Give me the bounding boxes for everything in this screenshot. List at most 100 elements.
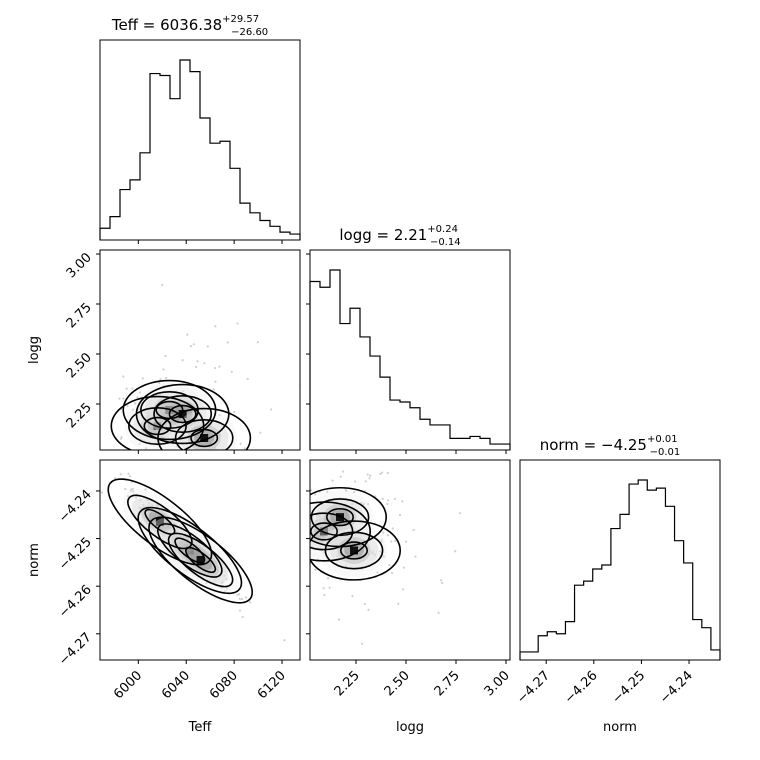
sample-point — [280, 484, 282, 486]
sample-point — [236, 322, 239, 325]
sample-point — [206, 345, 209, 348]
sample-point — [361, 642, 364, 645]
sample-point — [204, 451, 206, 453]
title-norm: norm = −4.25+0.01 −0.01 — [540, 434, 681, 458]
sample-point — [208, 553, 212, 557]
sample-point — [286, 538, 288, 540]
title-base: Teff = 6036.38 — [111, 16, 222, 34]
hist-panel-norm — [519, 459, 721, 661]
sample-point — [281, 528, 283, 530]
sample-point — [459, 512, 462, 515]
panel-frame — [519, 459, 721, 661]
sample-point — [397, 602, 400, 605]
sample-point — [126, 494, 130, 498]
sample-point — [171, 462, 173, 464]
sample-point — [412, 528, 415, 532]
xtick-label-logg: 2.75 — [432, 668, 463, 699]
sample-point — [141, 453, 143, 455]
sample-point — [200, 453, 202, 455]
sample-point — [302, 579, 304, 581]
ytick-label-logg: 3.00 — [64, 250, 95, 281]
sample-point — [213, 578, 216, 582]
sample-point — [214, 380, 217, 383]
xlabel-Teff: Teff — [188, 720, 213, 735]
sample-point — [213, 366, 217, 370]
sample-point — [386, 471, 389, 475]
sample-point — [170, 481, 172, 483]
contour-line — [168, 404, 197, 424]
density-peak — [185, 546, 194, 555]
sample-point — [241, 615, 244, 619]
sample-point — [183, 543, 186, 547]
sample-point — [176, 540, 179, 543]
sample-point — [260, 537, 262, 539]
sample-point — [171, 528, 174, 531]
sample-point — [125, 387, 128, 390]
sample-point — [386, 534, 390, 537]
sample-point — [398, 513, 402, 517]
sample-point — [243, 559, 245, 561]
sample-point — [297, 605, 299, 607]
sample-point — [122, 375, 125, 378]
sample-point — [345, 539, 348, 542]
xtick-label-Teff: 6080 — [207, 668, 241, 702]
sample-point — [119, 473, 122, 476]
sample-point — [286, 502, 288, 504]
sample-point — [181, 359, 184, 362]
sample-point — [314, 568, 317, 571]
sample-point — [88, 295, 90, 297]
sample-point — [227, 480, 229, 482]
sample-point — [369, 474, 372, 477]
sample-point — [197, 554, 200, 557]
sample-point — [220, 582, 223, 585]
sample-point — [232, 495, 234, 497]
sample-point — [391, 527, 394, 530]
sample-point — [69, 410, 71, 412]
sample-point — [288, 618, 290, 620]
sample-point — [273, 455, 275, 457]
sample-point — [151, 504, 154, 507]
hist-panel-logg — [309, 249, 511, 451]
sample-point — [138, 408, 141, 411]
sample-point — [322, 587, 325, 590]
sample-point — [226, 341, 229, 344]
sample-point — [179, 539, 182, 543]
sample-point — [218, 365, 221, 368]
contour-line — [174, 419, 234, 450]
contour-line — [140, 390, 199, 429]
contour-line — [324, 531, 384, 570]
sample-point — [185, 478, 187, 480]
sample-point — [212, 560, 215, 563]
sample-point — [314, 519, 318, 523]
sample-point — [236, 593, 239, 596]
sample-point — [196, 360, 199, 363]
sample-point — [95, 342, 97, 344]
sample-point — [174, 488, 176, 490]
sample-point — [211, 567, 214, 571]
panel-frame — [99, 459, 301, 661]
sample-point — [100, 491, 104, 494]
title-sub: −0.14 — [430, 237, 461, 248]
sample-point — [441, 581, 444, 585]
sample-point — [349, 527, 352, 530]
sample-point — [212, 388, 215, 391]
sample-point — [138, 506, 141, 509]
sample-point — [366, 503, 370, 506]
sample-point — [270, 408, 273, 411]
sample-point — [146, 498, 149, 502]
sample-point — [122, 397, 125, 400]
ytick-label-logg: 2.50 — [64, 350, 95, 381]
sample-point — [347, 537, 350, 540]
contour-line — [167, 532, 234, 588]
sample-point — [144, 488, 147, 491]
sample-point — [195, 365, 198, 369]
sample-point — [386, 499, 390, 502]
sample-point — [226, 587, 229, 590]
sample-point — [225, 577, 228, 581]
sample-point — [124, 488, 127, 491]
hist-panel-Teff — [99, 39, 301, 241]
ytick-label-norm: −4.27 — [56, 630, 95, 669]
sample-point — [246, 377, 249, 381]
sample-point — [162, 368, 165, 371]
sample-point — [221, 463, 223, 465]
